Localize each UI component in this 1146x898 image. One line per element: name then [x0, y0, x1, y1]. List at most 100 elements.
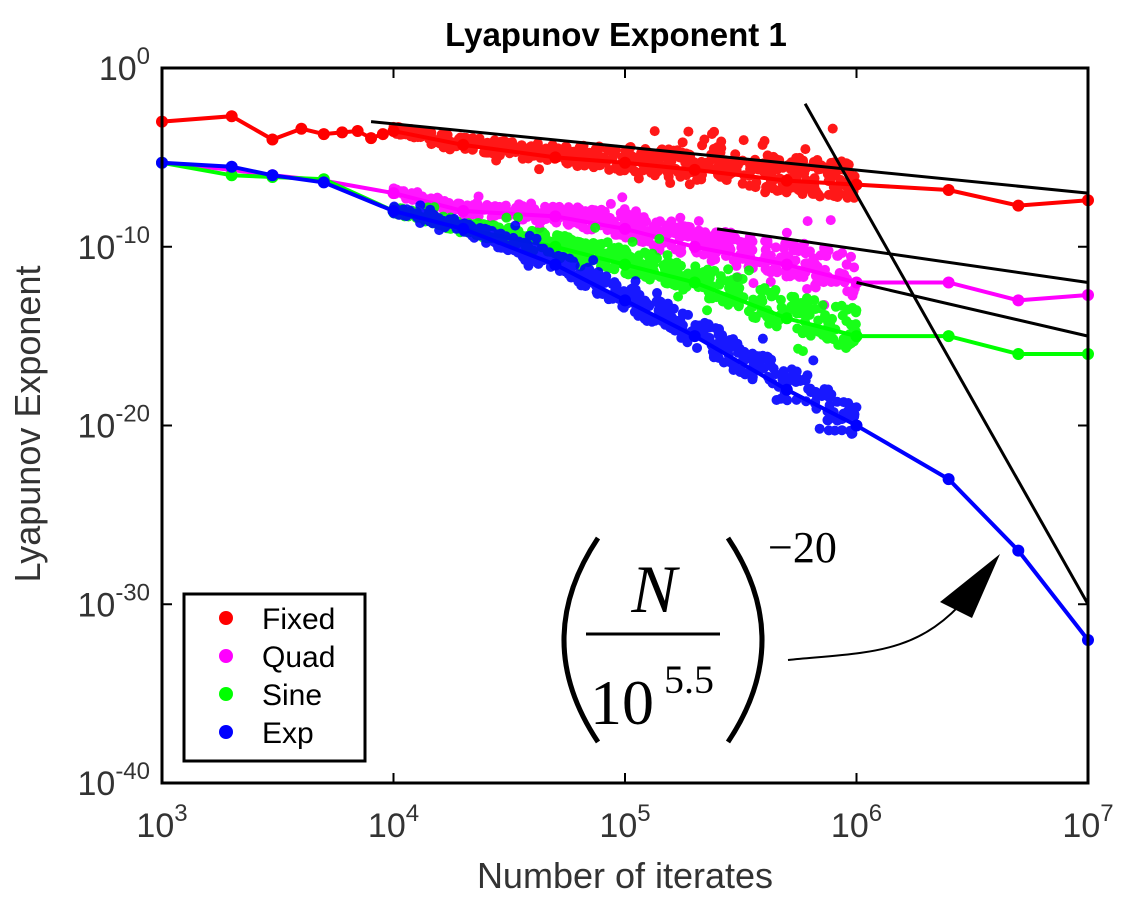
series-noise-point	[697, 140, 708, 151]
series-noise-point	[693, 225, 704, 236]
series-noise-point	[823, 425, 834, 436]
series-noise-point	[837, 247, 848, 258]
series-noise-point	[694, 320, 705, 331]
series-noise-point	[713, 325, 724, 336]
series-noise-point	[750, 182, 761, 193]
series-noise-point	[693, 216, 704, 227]
series-noise-point	[710, 254, 721, 265]
series-noise-point	[709, 126, 720, 137]
y-tick-label: 10-10	[77, 222, 150, 267]
series-line	[161, 160, 1090, 642]
fit-line	[856, 281, 1089, 338]
series-noise-point	[732, 159, 743, 170]
series-noise-point	[836, 425, 847, 436]
series-noise-point	[705, 234, 716, 245]
data-point	[225, 160, 238, 173]
series-noise-point	[743, 306, 754, 317]
series-noise-point	[627, 236, 638, 247]
series-noise-point	[467, 133, 478, 144]
series-noise-point	[610, 162, 621, 173]
series-noise-point	[702, 305, 713, 316]
series-noise-point	[602, 237, 613, 248]
y-tick-label: 10-20	[77, 401, 150, 446]
series-noise-point	[620, 268, 631, 279]
formula-denominator: 10	[590, 667, 654, 738]
data-point	[457, 222, 470, 235]
series-noise-point	[738, 135, 749, 146]
data-point	[942, 473, 955, 486]
data-point	[387, 187, 400, 200]
series-noise-point	[588, 237, 599, 248]
series-noise-point	[625, 286, 636, 297]
series-noise-point	[513, 212, 524, 223]
series-noise-point	[768, 290, 779, 301]
series-noise-point	[800, 373, 811, 384]
series-noise-point	[790, 255, 801, 266]
series-noise-point	[602, 144, 613, 155]
data-point	[780, 258, 793, 271]
series-noise-point	[723, 264, 734, 275]
data-point	[317, 176, 330, 189]
series-noise-point	[588, 255, 599, 266]
data-point	[549, 210, 562, 223]
series-noise-point	[778, 243, 789, 254]
series-noise-point	[605, 198, 616, 209]
series-noise-point	[822, 414, 833, 425]
series-noise-point	[794, 271, 805, 282]
annotation-arrow	[787, 595, 969, 661]
data-point	[457, 138, 470, 151]
series-noise-point	[593, 267, 604, 278]
series-noise-point	[783, 372, 794, 383]
series-noise-point	[426, 127, 437, 138]
data-point	[365, 132, 378, 145]
series-noise-point	[809, 258, 820, 269]
series-noise-point	[712, 142, 723, 153]
series-noise-point	[802, 216, 813, 227]
data-point	[619, 156, 631, 169]
series-noise-point	[804, 246, 815, 257]
series-noise-point	[637, 165, 648, 176]
series-noise-point	[788, 245, 799, 256]
series-noise-point	[674, 152, 685, 163]
series-noise-point	[677, 137, 688, 148]
series-noise-point	[601, 271, 612, 282]
series-noise-point	[675, 212, 686, 223]
series-noise-point	[762, 150, 773, 161]
series-noise-point	[838, 397, 849, 408]
series-noise-point	[762, 354, 773, 365]
formula-annotation: N 10 5.5 −20	[561, 523, 1000, 744]
series-noise-point	[771, 263, 782, 274]
formula-denominator-exponent: 5.5	[664, 657, 714, 702]
data-point	[619, 294, 631, 307]
series-noise-point	[789, 292, 800, 303]
annotation-arrowhead	[940, 554, 1000, 618]
series-noise-cloud	[388, 183, 860, 311]
series-noise-point	[647, 248, 658, 259]
data-point	[942, 276, 955, 289]
data-point	[549, 151, 562, 164]
series-noise-point	[647, 152, 658, 163]
fit-line	[803, 103, 1090, 605]
series-noise-point	[607, 279, 618, 290]
series-noise-point	[820, 310, 831, 321]
series-noise-point	[652, 288, 663, 299]
series-noise-point	[734, 282, 745, 293]
series-noise-point	[847, 290, 858, 301]
series-noise-point	[703, 320, 714, 331]
series-noise-point	[589, 146, 600, 157]
series-noise-point	[531, 233, 542, 244]
data-point	[688, 330, 701, 343]
y-axis-label: Lyapunov Exponent	[7, 266, 48, 583]
series-noise-point	[729, 234, 740, 245]
series-noise-point	[826, 276, 837, 287]
series-noise-point	[781, 227, 792, 238]
series-noise-point	[646, 167, 657, 178]
data-point	[1012, 294, 1025, 307]
data-point	[225, 169, 238, 182]
series-noise-point	[682, 231, 693, 242]
series-noise-point	[744, 265, 755, 276]
series-noise-point	[850, 319, 861, 330]
series-noise-point	[516, 140, 527, 151]
x-tick-label: 105	[599, 800, 650, 845]
series-noise-point	[793, 343, 804, 354]
